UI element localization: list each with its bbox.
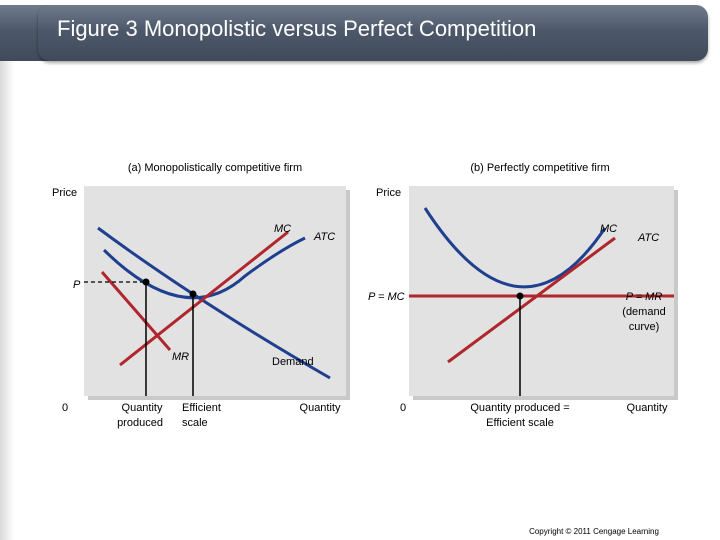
panel-a-efficient-scale-label-1: Efficient — [182, 402, 221, 414]
panel-a-mc-curve — [119, 230, 289, 367]
panel-b-price-mc-label: P = MC — [368, 291, 405, 303]
panel-a-efficient-scale-label-2: scale — [182, 417, 208, 429]
panel-b-quantity-label-1: Quantity produced = — [470, 402, 569, 414]
panel-a-x-axis-label: Quantity — [300, 402, 341, 414]
slide-side-shade — [0, 48, 14, 540]
panel-b-equilibrium-point — [516, 292, 524, 300]
panel-b-y-axis-label: Price — [376, 187, 401, 199]
panel-b-mc-label: MC — [600, 223, 617, 235]
panel-a-demand-curve — [97, 226, 331, 380]
panel-b-demand-label-3: curve) — [629, 321, 660, 333]
panel-b-x-axis-label: Quantity — [627, 402, 668, 414]
panel-b-mc-curve — [447, 236, 616, 364]
title-bar — [38, 5, 708, 61]
panel-a-quantity-produced-label-2: produced — [117, 417, 163, 429]
panel-a-heading: (a) Monopolistically competitive firm — [128, 162, 302, 174]
panel-b-heading: (b) Perfectly competitive firm — [470, 162, 609, 174]
panel-a-mc-label: MC — [274, 223, 291, 235]
panel-b-demand-label-2: (demand — [622, 306, 665, 318]
panel-a-atc-label: ATC — [313, 231, 335, 243]
panel-a-price-label: P — [73, 279, 81, 291]
panel-b-quantity-label-2: Efficient scale — [486, 417, 554, 429]
panel-b-origin-label: 0 — [400, 402, 406, 414]
panel-a-y-axis-label: Price — [52, 187, 77, 199]
panel-a-demand-label: Demand — [272, 356, 314, 368]
copyright-notice: Copyright © 2011 Cengage Learning — [529, 527, 659, 536]
panel-b-demand-label-1: P = MR — [626, 291, 663, 303]
panel-a-price-point — [142, 278, 150, 286]
slide-title: Figure 3 Monopolistic versus Perfect Com… — [57, 16, 537, 41]
panel-a-origin-label: 0 — [62, 402, 68, 414]
panel-b-atc-curve — [423, 207, 607, 289]
panel-a-atc-minimum-point — [189, 290, 197, 298]
panel-a-quantity-produced-label-1: Quantity — [122, 402, 163, 414]
panel-a-mr-label: MR — [172, 351, 189, 363]
panel-a-mr-curve — [100, 271, 172, 351]
panel-b-atc-label: ATC — [637, 232, 659, 244]
